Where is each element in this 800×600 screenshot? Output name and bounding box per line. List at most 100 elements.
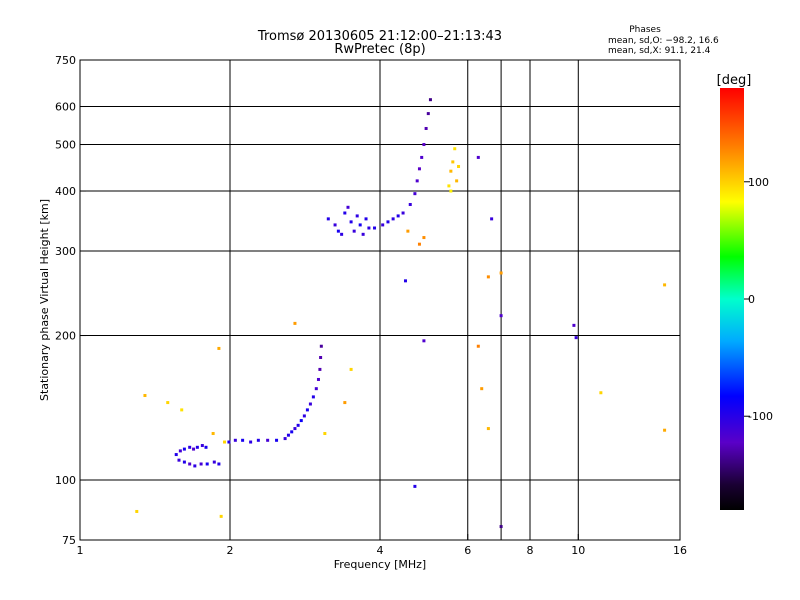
x-tick-label: 16 <box>673 544 687 557</box>
data-point <box>499 271 503 275</box>
data-point <box>266 438 270 442</box>
data-point <box>420 155 424 159</box>
data-point <box>333 223 337 227</box>
data-point <box>355 214 359 218</box>
data-point <box>396 214 400 218</box>
data-point <box>408 202 412 206</box>
data-point <box>308 402 312 406</box>
data-point <box>490 217 494 221</box>
data-point <box>182 447 186 451</box>
data-point <box>361 232 365 236</box>
data-point <box>663 428 667 432</box>
data-point <box>367 226 371 230</box>
y-tick-label: 300 <box>55 245 76 258</box>
data-point <box>143 394 147 398</box>
data-point <box>314 387 318 391</box>
data-point <box>451 160 455 164</box>
data-point <box>296 423 300 427</box>
data-point <box>422 339 426 343</box>
data-point <box>275 438 279 442</box>
data-point <box>174 453 178 457</box>
data-point <box>663 283 667 287</box>
data-point <box>195 445 199 449</box>
x-tick-label: 2 <box>227 544 234 557</box>
data-point <box>188 445 192 449</box>
y-axis-label: Stationary phase Virtual Height [km] <box>38 199 51 401</box>
data-point <box>227 440 231 444</box>
data-point <box>204 445 208 449</box>
colorbar-tick-label: 0 <box>748 293 755 306</box>
colorbar-label: [deg] <box>717 73 752 88</box>
data-point <box>480 387 484 391</box>
data-point <box>449 169 453 173</box>
data-point <box>319 355 323 359</box>
axis-ticks: 1 2 4 6 8 10 16 75 100 200 300 400 500 600 750 <box>55 54 687 557</box>
data-point <box>166 401 170 405</box>
chart-title: Tromsø 20130605 21:12:00–21:13:43 <box>257 29 502 44</box>
data-point <box>217 462 221 466</box>
data-point <box>415 179 419 183</box>
data-point <box>413 484 417 488</box>
data-point <box>256 438 260 442</box>
data-point <box>323 432 327 436</box>
data-point <box>182 460 186 464</box>
data-point <box>572 323 576 327</box>
y-tick-label: 400 <box>55 185 76 198</box>
data-point <box>188 462 192 466</box>
data-point <box>417 242 421 246</box>
data-point <box>326 217 330 221</box>
grid-lines <box>80 60 680 540</box>
data-point <box>233 438 237 442</box>
data-point <box>343 401 347 405</box>
data-point <box>135 509 139 513</box>
colorbar-tick-label: 100 <box>748 176 769 189</box>
y-tick-label: 75 <box>62 534 76 547</box>
data-point <box>205 462 209 466</box>
data-point <box>293 427 297 431</box>
data-point <box>449 189 453 193</box>
data-point <box>346 205 350 209</box>
data-point <box>476 155 480 159</box>
data-point <box>417 167 421 171</box>
data-point <box>403 279 407 283</box>
data-point <box>426 112 430 116</box>
data-point <box>424 126 428 130</box>
data-points <box>135 98 667 529</box>
data-point <box>223 440 227 444</box>
data-point <box>311 395 315 399</box>
y-tick-label: 750 <box>55 54 76 67</box>
data-point <box>211 432 215 436</box>
phase-stats-o: mean, sd,O: −98.2, 16.6 <box>608 36 719 46</box>
data-point <box>358 223 362 227</box>
data-point <box>352 229 356 233</box>
data-point <box>290 430 294 434</box>
data-point <box>373 226 377 230</box>
x-tick-label: 4 <box>377 544 384 557</box>
data-point <box>457 164 461 168</box>
data-point <box>386 220 390 224</box>
data-point <box>381 223 385 227</box>
y-tick-label: 500 <box>55 139 76 152</box>
data-point <box>499 314 503 318</box>
phase-stats-x: mean, sd,X: 91.1, 21.4 <box>608 46 711 56</box>
colorbar <box>720 88 744 510</box>
data-point <box>219 514 223 518</box>
data-point <box>406 229 410 233</box>
data-point <box>574 336 578 340</box>
data-point <box>499 525 503 529</box>
data-point <box>249 440 253 444</box>
data-point <box>178 449 182 453</box>
data-point <box>217 346 221 350</box>
data-point <box>453 147 457 151</box>
data-point <box>318 367 322 371</box>
x-tick-label: 10 <box>571 544 585 557</box>
data-point <box>422 236 426 240</box>
data-point <box>486 427 490 431</box>
data-point <box>428 98 432 102</box>
data-point <box>241 438 245 442</box>
data-point <box>200 444 204 448</box>
data-point <box>413 192 417 196</box>
data-point <box>212 460 216 464</box>
data-point <box>391 217 395 221</box>
data-point <box>177 458 181 462</box>
